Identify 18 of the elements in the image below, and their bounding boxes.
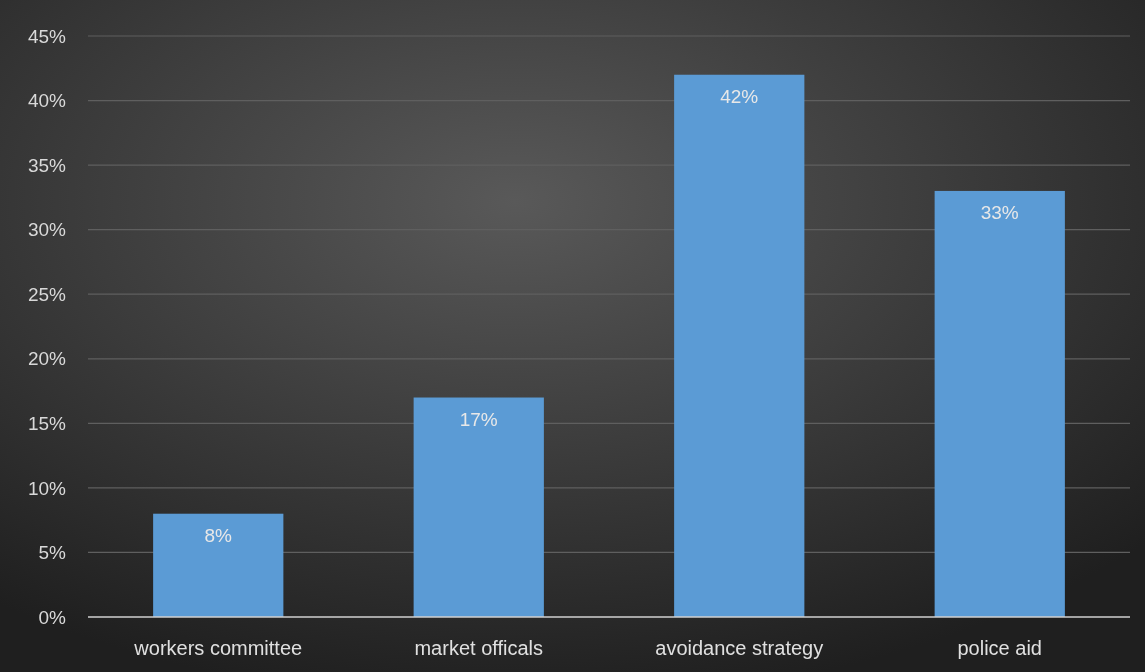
y-tick-label: 0% <box>38 606 67 628</box>
y-tick-label: 40% <box>27 90 67 112</box>
x-tick-label: market officals <box>414 637 544 659</box>
data-label: 8% <box>204 524 233 546</box>
y-tick-label: 45% <box>27 25 67 47</box>
y-tick-label: 30% <box>27 219 67 241</box>
y-tick-label: 20% <box>27 348 67 370</box>
y-tick-label: 10% <box>27 477 67 499</box>
y-tick-label: 15% <box>27 412 67 434</box>
y-tick-label: 25% <box>27 283 67 305</box>
x-tick-label: avoidance strategy <box>655 637 824 659</box>
data-label: 17% <box>459 408 498 430</box>
data-label: 42% <box>720 85 759 107</box>
y-tick-label: 5% <box>38 542 67 564</box>
data-label: 33% <box>980 201 1019 223</box>
x-tick-label: workers committee <box>133 637 303 659</box>
y-tick-label: 35% <box>27 154 67 176</box>
x-tick-label: police aid <box>957 637 1043 659</box>
